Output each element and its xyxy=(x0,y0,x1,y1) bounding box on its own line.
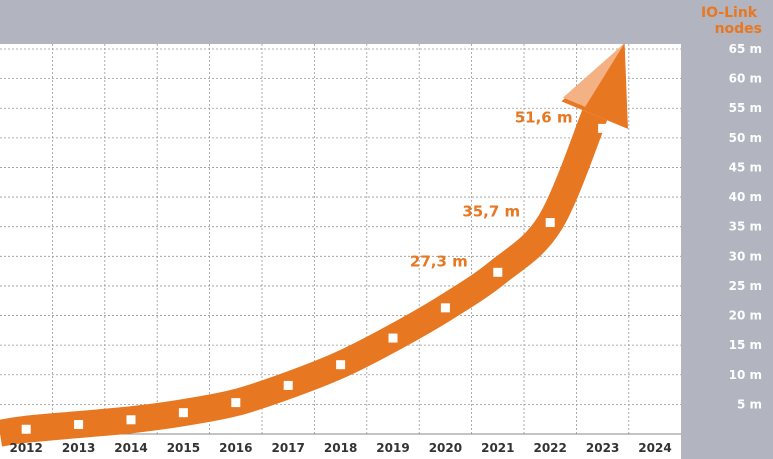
data-point xyxy=(336,360,346,370)
y-tick-label: 65 m xyxy=(729,42,762,56)
x-tick-label: 2012 xyxy=(9,441,42,455)
y-tick-label: 25 m xyxy=(729,279,762,293)
y-axis-ticks: 5 m 10 m 15 m 20 m 25 m 30 m 35 m 40 m 45 m 50 m 5… xyxy=(729,42,762,411)
data-point xyxy=(283,380,293,390)
data-label: 51,6 m xyxy=(515,108,573,126)
data-point xyxy=(545,218,555,228)
header-band xyxy=(0,0,773,44)
x-tick-label: 2013 xyxy=(62,441,95,455)
x-tick-label: 2023 xyxy=(586,441,619,455)
x-tick-label: 2021 xyxy=(481,441,514,455)
x-tick-label: 2014 xyxy=(114,441,147,455)
y-tick-label: 10 m xyxy=(729,368,762,382)
data-point xyxy=(74,420,84,430)
grid xyxy=(0,44,681,435)
y-tick-label: 15 m xyxy=(729,338,762,352)
y-axis-title-line-1: IO-Link xyxy=(701,5,758,21)
arrow-head-highlight xyxy=(563,43,625,107)
y-tick-label: 5 m xyxy=(737,397,762,411)
y-tick-label: 50 m xyxy=(729,131,762,145)
data-label: 35,7 m xyxy=(462,203,520,221)
data-point xyxy=(440,303,450,313)
data-point xyxy=(493,267,503,277)
x-tick-label: 2019 xyxy=(376,441,409,455)
data-point xyxy=(126,415,136,425)
y-tick-label: 30 m xyxy=(729,249,762,263)
data-labels: 27,3 m 35,7 m 51,6 m xyxy=(410,108,573,270)
y-tick-label: 40 m xyxy=(729,190,762,204)
x-tick-label: 2017 xyxy=(271,441,304,455)
data-markers xyxy=(21,123,608,434)
x-axis-ticks: 2012 2013 2014 2015 2016 2017 2018 2019 2020 2021… xyxy=(9,441,671,455)
data-label: 27,3 m xyxy=(410,252,468,270)
y-axis-title-line-2: nodes xyxy=(715,21,762,37)
x-tick-label: 2016 xyxy=(219,441,252,455)
x-tick-label: 2018 xyxy=(324,441,357,455)
data-point xyxy=(21,424,31,434)
data-point xyxy=(231,398,241,408)
y-tick-label: 35 m xyxy=(729,220,762,234)
y-axis-panel xyxy=(681,0,773,459)
data-point xyxy=(178,408,188,418)
y-tick-label: 20 m xyxy=(729,309,762,323)
x-tick-label: 2024 xyxy=(638,441,671,455)
data-point xyxy=(388,333,398,343)
y-tick-label: 55 m xyxy=(729,101,762,115)
x-tick-label: 2022 xyxy=(533,441,566,455)
y-tick-label: 45 m xyxy=(729,160,762,174)
x-tick-label: 2015 xyxy=(167,441,200,455)
y-axis-title: IO-Link nodes xyxy=(701,5,762,37)
y-tick-label: 60 m xyxy=(729,72,762,86)
x-tick-label: 2020 xyxy=(429,441,462,455)
data-point xyxy=(598,123,608,133)
